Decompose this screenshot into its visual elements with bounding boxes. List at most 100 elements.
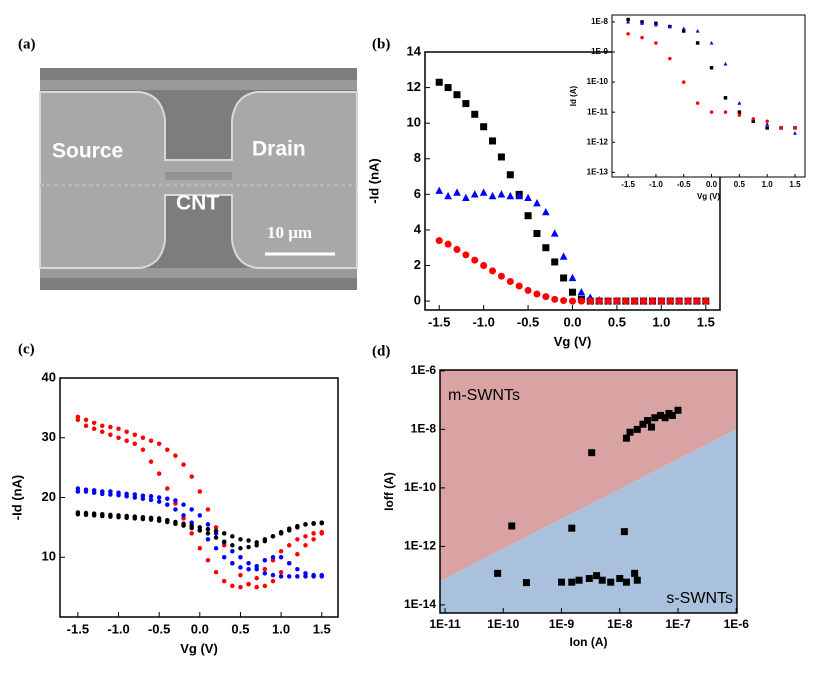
image-label: CNT [176,192,219,215]
marker [551,295,559,303]
y-tick-label: 1E-8 [591,17,608,26]
marker [542,244,550,252]
marker [765,119,769,123]
marker [270,578,276,584]
marker [640,297,648,305]
x-tick-label: -1.5 [428,314,450,329]
marker [173,453,178,458]
marker [489,267,497,275]
marker [156,495,162,500]
marker [598,576,606,584]
marker [148,438,154,443]
marker [453,188,461,196]
marker [666,297,674,305]
x-tick-label: 1E-11 [429,617,461,631]
x-tick-label: -0.5 [517,314,539,329]
marker [165,447,170,452]
marker [286,543,292,548]
marker [604,297,612,305]
marker [702,297,710,305]
marker [230,543,235,548]
marker [173,521,178,527]
marker [751,117,756,121]
marker [140,435,146,440]
marker [644,417,652,425]
x-tick-label: -1.0 [107,621,129,636]
marker [620,528,628,536]
marker [148,497,154,503]
marker [124,438,129,443]
marker [751,119,756,123]
marker [181,462,186,467]
marker [626,32,630,36]
marker [205,507,211,512]
marker [270,555,276,560]
marker [270,534,276,539]
marker [648,297,656,305]
marker [148,517,154,522]
marker [205,557,211,563]
marker [295,552,300,557]
marker [295,574,300,579]
marker [295,566,300,572]
x-tick-label: 1.0 [652,314,670,329]
x-axis-label: Vg (V) [180,641,218,656]
marker [165,496,170,501]
marker [108,432,113,438]
chart: -1.5 -1.0 -0.5 0.0 0.5 1.0 1.5 10 20 30 40 Vg (V) -I… [9,369,339,656]
marker [173,507,178,512]
marker [124,515,129,521]
marker [91,513,97,518]
marker [278,529,284,535]
marker [181,502,186,507]
marker [522,579,530,587]
marker [181,523,186,528]
x-tick-label: 1.0 [272,621,290,636]
marker [319,520,324,526]
marker [156,471,162,476]
marker [497,190,506,198]
y-tick-label: 1E-13 [587,167,609,176]
marker [270,572,276,578]
marker [569,297,576,305]
marker [140,447,146,452]
marker [568,578,576,586]
marker [709,65,714,70]
marker [695,28,700,33]
marker [319,529,324,535]
marker [533,199,541,207]
marker [681,29,686,33]
marker [75,511,81,517]
marker [480,123,488,131]
marker [765,122,770,126]
marker [156,518,162,524]
axes-frame [611,14,806,178]
marker [737,101,742,105]
marker [238,546,243,551]
marker [205,537,211,542]
marker [435,237,443,245]
marker [262,571,268,576]
marker [230,549,235,554]
marker [116,435,121,440]
marker [197,546,203,551]
marker [497,153,505,161]
x-tick-label: -1.5 [67,621,89,636]
marker [524,212,532,220]
marker [508,522,516,530]
x-tick-label: 0.5 [231,621,249,636]
y-tick-label: 20 [42,489,56,504]
marker [148,459,154,464]
x-tick-label: 1.5 [313,621,331,636]
marker [723,110,728,114]
marker [568,273,577,282]
marker [238,565,243,570]
marker [560,274,568,282]
x-tick-label: 1E-9 [549,617,575,631]
marker [197,489,203,494]
marker [238,555,243,560]
marker [205,531,211,536]
marker [189,507,194,512]
marker [656,411,664,419]
marker [278,549,284,554]
